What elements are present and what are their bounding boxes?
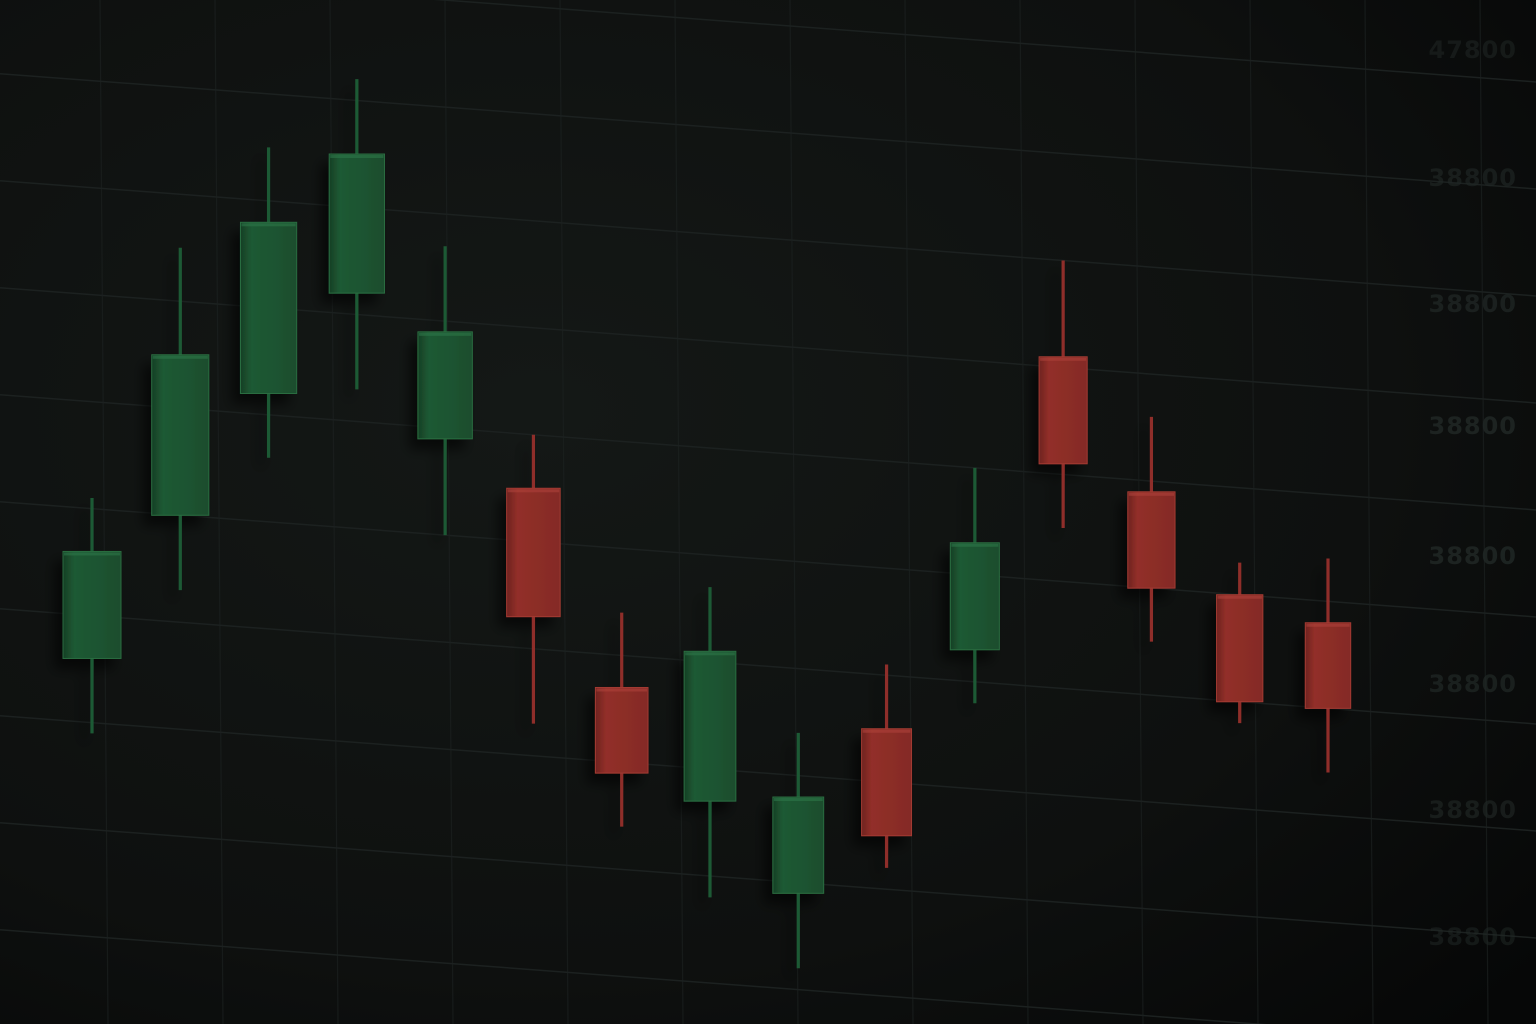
grid-line-horizontal <box>0 501 1536 618</box>
candle-6 <box>506 434 561 724</box>
candle-7 <box>594 612 649 827</box>
y-tick-label: 38800 <box>1429 923 1518 951</box>
grid-line-horizontal <box>0 822 1536 939</box>
candle-body <box>417 331 473 440</box>
grid-line-horizontal <box>0 394 1536 511</box>
candle-highlight <box>685 652 735 656</box>
candle-highlight <box>1306 623 1350 627</box>
candle-body <box>1127 491 1176 589</box>
grid-line-vertical <box>559 0 569 1024</box>
candle-15 <box>1304 558 1352 773</box>
candle-5 <box>417 246 473 536</box>
candle-8 <box>683 587 737 898</box>
candle-body <box>683 650 737 802</box>
candle-1 <box>62 497 122 734</box>
candle-highlight <box>418 332 472 336</box>
candle-body <box>239 221 298 394</box>
candle-body <box>949 542 1000 651</box>
grid-line-horizontal <box>0 608 1536 725</box>
candle-highlight <box>64 552 120 556</box>
candle-2 <box>151 247 210 591</box>
candle-highlight <box>330 155 384 159</box>
grid-line-vertical <box>1249 0 1259 1024</box>
grid-line-vertical <box>214 0 224 1024</box>
y-tick-label: 38800 <box>1429 412 1518 440</box>
grid-line-vertical <box>904 0 914 1024</box>
y-tick-label: 38800 <box>1429 796 1518 824</box>
candle-body <box>151 354 210 516</box>
grid-line-vertical <box>99 0 109 1024</box>
candle-11 <box>949 467 1000 704</box>
candle-13 <box>1127 416 1176 642</box>
candle-highlight <box>951 543 999 547</box>
grid-line-horizontal <box>0 929 1267 1024</box>
candle-9 <box>772 732 825 969</box>
candle-10 <box>861 664 913 868</box>
candle-body <box>594 686 649 774</box>
candle-3 <box>239 147 298 458</box>
candle-14 <box>1216 562 1264 724</box>
grid-line-horizontal <box>433 0 1536 83</box>
candle-body <box>1216 594 1264 703</box>
y-tick-label: 47800 <box>1429 36 1518 64</box>
candle-highlight <box>1217 595 1262 599</box>
candle-highlight <box>507 489 560 493</box>
y-tick-label: 38800 <box>1429 670 1518 698</box>
y-tick-label: 38800 <box>1429 542 1518 570</box>
grid-line-horizontal <box>0 180 1536 297</box>
grid-line-horizontal <box>0 715 1536 832</box>
candle-body <box>62 550 122 659</box>
candle-highlight <box>241 223 296 227</box>
candle-highlight <box>152 355 208 359</box>
candle-highlight <box>773 798 823 802</box>
candle-body <box>1038 356 1088 465</box>
candles <box>62 79 1352 969</box>
candle-12 <box>1038 260 1088 528</box>
y-axis: 47800 38800 38800 38800 38800 38800 38800 38800 <box>1429 36 1518 951</box>
grid-line-vertical <box>1364 0 1374 1024</box>
candle-body <box>1304 622 1352 709</box>
grid-line-vertical <box>444 0 454 1024</box>
candle-body <box>861 728 913 837</box>
candle-highlight <box>1040 357 1087 361</box>
candle-4 <box>328 79 386 390</box>
grid-line-vertical <box>1019 0 1029 1024</box>
candle-body <box>772 796 825 894</box>
candle-body <box>328 153 386 294</box>
candle-highlight <box>862 729 911 733</box>
candle-highlight <box>596 688 648 692</box>
grid-line-horizontal <box>0 73 1536 190</box>
y-tick-label: 38800 <box>1429 164 1518 192</box>
y-tick-label: 38800 <box>1429 290 1518 318</box>
candle-highlight <box>1128 492 1175 496</box>
candle-body <box>506 487 561 618</box>
grid-line-vertical <box>1479 0 1489 1024</box>
grid-line-vertical <box>674 0 684 1024</box>
